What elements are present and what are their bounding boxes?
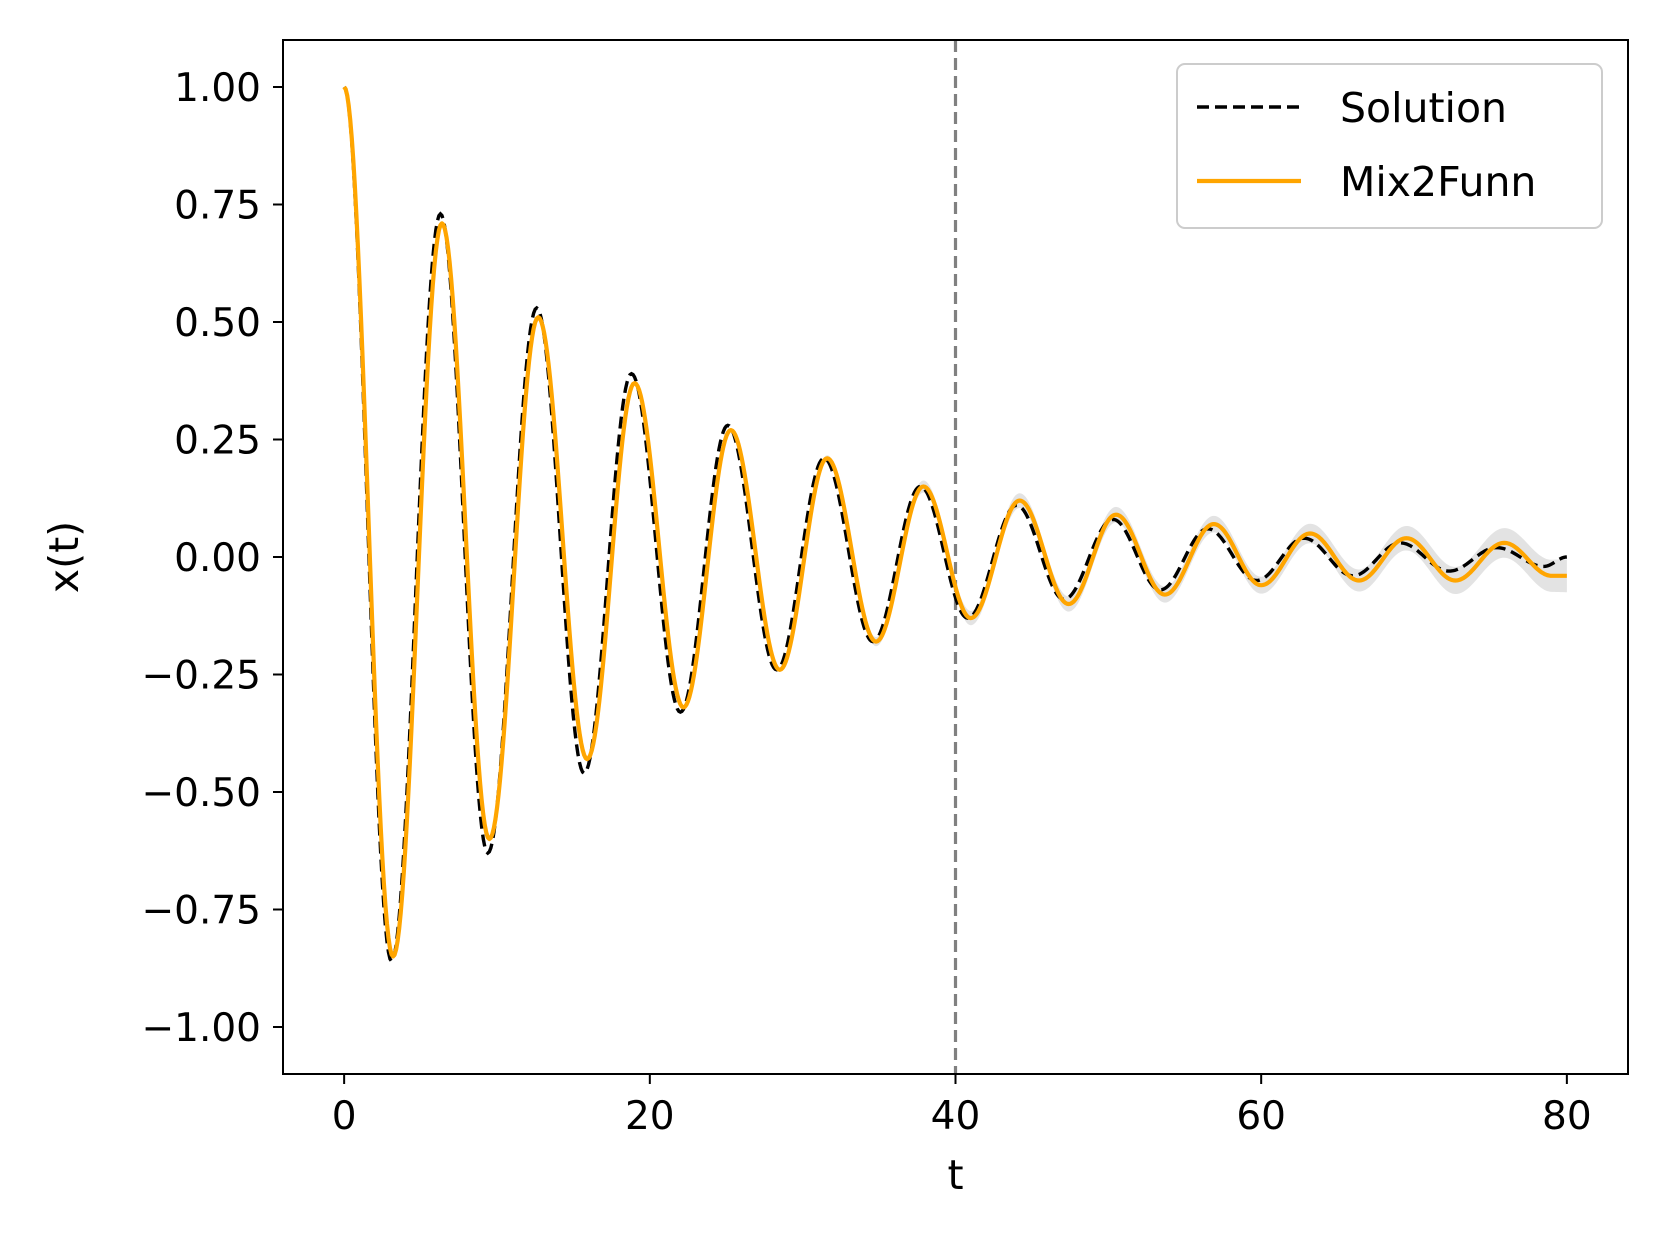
x-tick-label: 60 bbox=[1236, 1094, 1286, 1139]
y-tick-label: −0.50 bbox=[141, 771, 261, 816]
y-tick-label: −0.75 bbox=[141, 889, 261, 934]
legend-box bbox=[1176, 63, 1603, 229]
y-axis-label: x(t) bbox=[40, 521, 88, 593]
x-tick-label: 20 bbox=[625, 1094, 675, 1139]
mix2funn-series-line bbox=[342, 85, 1568, 959]
x-tick-label: 40 bbox=[931, 1094, 981, 1139]
legend-label-solution: Solution bbox=[1340, 84, 1507, 132]
axes: 0 20 40 60 80 1.00 0.75 0.50 0.25 0.00 −0.25 −0.50 −… bbox=[40, 39, 1629, 1199]
x-tick-label: 0 bbox=[332, 1094, 357, 1139]
y-tick-label: 0.00 bbox=[174, 536, 261, 581]
y-tick-label: 1.00 bbox=[174, 66, 261, 111]
x-tick-label: 80 bbox=[1542, 1094, 1592, 1139]
y-tick-label: 0.75 bbox=[174, 184, 261, 229]
y-tick-label: 0.50 bbox=[174, 301, 261, 346]
plot-area bbox=[342, 40, 1568, 1074]
legend-label-mix2funn: Mix2Funn bbox=[1340, 158, 1536, 206]
y-tick-label: 0.25 bbox=[174, 419, 261, 464]
y-tick-label: −0.25 bbox=[141, 654, 261, 699]
legend: Solution Mix2Funn bbox=[1176, 63, 1603, 229]
x-axis-label: t bbox=[947, 1151, 963, 1199]
y-tick-label: −1.00 bbox=[141, 1006, 261, 1051]
